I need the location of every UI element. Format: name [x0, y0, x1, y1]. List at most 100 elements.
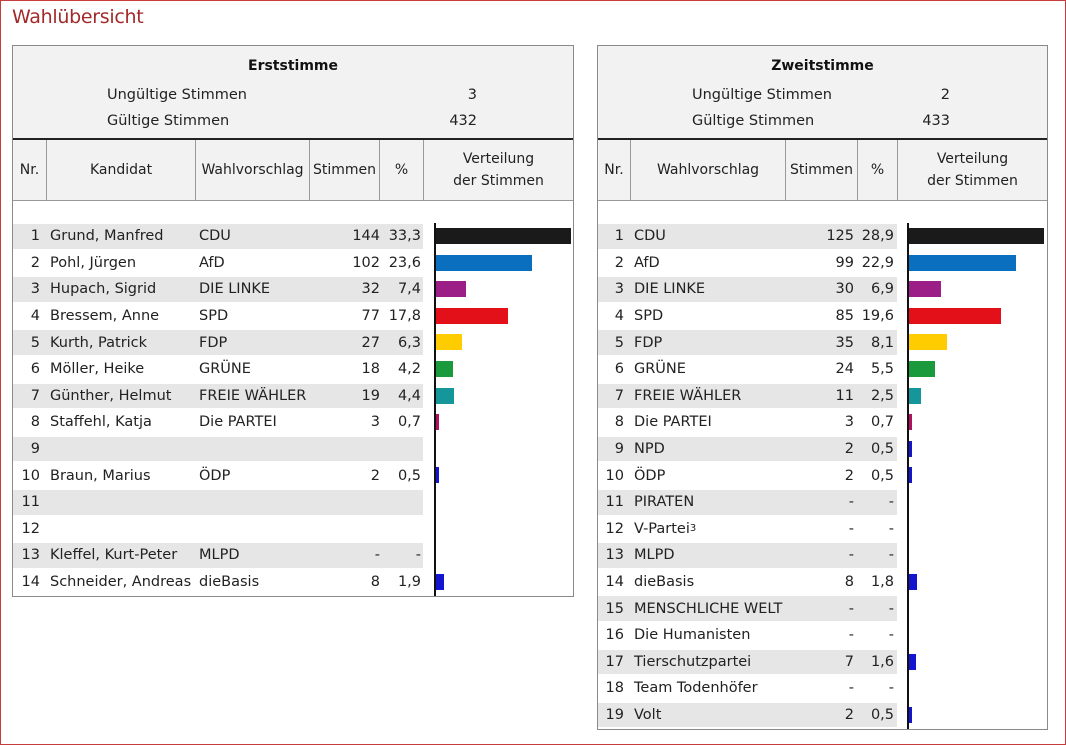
row-kandidat: Braun, Marius — [50, 462, 195, 489]
vote-share-bar — [436, 414, 439, 431]
row-prozent-text: 22,9 — [861, 254, 894, 271]
row-stimmen: 85 — [785, 303, 854, 330]
table-row: 12 V-Partei 3 - - — [598, 516, 1047, 543]
row-prozent: 23,6 — [379, 250, 421, 277]
row-partei-text: AfD — [634, 254, 660, 271]
erststimme-rows: 1 Grund, Manfred CDU 144 33,3 2 Pohl, Jürgen Af… — [13, 223, 573, 595]
row-prozent-text: 0,5 — [870, 706, 894, 723]
invalid-votes-label: Ungültige Stimmen — [692, 87, 832, 103]
row-kandidat: Möller, Heike — [50, 356, 195, 383]
invalid-votes-row: Ungültige Stimmen 2 — [598, 87, 1047, 109]
row-stripe — [598, 436, 897, 462]
row-prozent-text: 0,5 — [870, 467, 894, 484]
row-partei: dieBasis — [199, 569, 309, 596]
row-nr-text: 4 — [614, 308, 624, 325]
row-kandidat-text: Bressem, Anne — [50, 308, 160, 325]
row-prozent: 0,5 — [857, 462, 894, 489]
header-wahlvorschlag: Wahlvorschlag — [195, 140, 309, 200]
row-nr: 8 — [13, 409, 40, 436]
row-prozent: 0,5 — [857, 702, 894, 729]
row-nr-text: 2 — [30, 254, 40, 271]
row-stripe — [598, 596, 897, 621]
row-stimmen: - — [785, 595, 854, 622]
row-nr-text: 12 — [21, 520, 40, 537]
row-stripe — [598, 489, 897, 515]
valid-votes-value: 433 — [922, 113, 950, 129]
row-nr-text: 1 — [614, 228, 624, 245]
row-kandidat-text: Möller, Heike — [50, 361, 145, 378]
vote-share-bar — [909, 254, 1016, 271]
row-partei — [199, 516, 309, 543]
vote-share-bar — [436, 307, 509, 324]
row-prozent: 1,8 — [857, 569, 894, 596]
header-verteilung-line2: der Stimmen — [453, 173, 544, 189]
zweitstimme-summary: Zweitstimme Ungültige Stimmen 2 Gültige … — [598, 46, 1047, 139]
table-row: 14 dieBasis 8 1,8 — [598, 569, 1047, 596]
row-prozent-text: 1,6 — [870, 653, 894, 670]
row-stimmen: - — [785, 675, 854, 702]
row-stimmen-text: 11 — [835, 387, 854, 404]
row-kandidat-text: Kleffel, Kurt-Peter — [50, 547, 178, 564]
invalid-votes-label: Ungültige Stimmen — [107, 87, 247, 103]
table-row: 18 Team Todenhöfer - - — [598, 675, 1047, 702]
row-nr-text: 3 — [30, 281, 40, 298]
row-nr-text: 17 — [605, 653, 624, 670]
vote-share-bar — [436, 361, 454, 377]
row-nr: 13 — [598, 542, 624, 569]
row-nr: 9 — [598, 436, 624, 463]
row-prozent: - — [379, 542, 421, 569]
vote-share-bar — [909, 414, 913, 431]
row-partei-text: Die PARTEI — [634, 414, 712, 431]
row-nr-text: 7 — [30, 387, 40, 404]
table-row: 7 FREIE WÄHLER 11 2,5 — [598, 383, 1047, 410]
row-nr: 14 — [13, 569, 40, 596]
row-partei-text: ÖDP — [199, 467, 231, 484]
row-partei-text: GRÜNE — [634, 361, 686, 378]
row-partei: GRÜNE — [634, 356, 785, 383]
header-kandidat: Kandidat — [46, 140, 195, 200]
row-stimmen: 3 — [785, 409, 854, 436]
row-stimmen: 99 — [785, 250, 854, 277]
row-prozent-text: 4,4 — [397, 387, 421, 404]
row-prozent: - — [857, 675, 894, 702]
row-prozent: - — [857, 595, 894, 622]
row-kandidat-text: Braun, Marius — [50, 467, 151, 484]
vote-share-bar — [909, 228, 1044, 244]
row-partei-text: SPD — [634, 308, 664, 325]
row-partei: Die PARTEI — [199, 409, 309, 436]
row-nr: 17 — [598, 649, 624, 676]
table-row: 13 Kleffel, Kurt-Peter MLPD - - — [13, 542, 573, 569]
row-nr: 12 — [13, 516, 40, 543]
vote-share-bar — [436, 334, 462, 351]
row-stripe — [13, 330, 423, 355]
table-row: 3 DIE LINKE 30 6,9 — [598, 276, 1047, 303]
row-stripe — [13, 277, 423, 302]
table-row: 1 Grund, Manfred CDU 144 33,3 — [13, 223, 573, 250]
row-stripe — [598, 383, 897, 409]
row-nr-text: 13 — [21, 547, 40, 564]
row-stimmen: 32 — [309, 276, 380, 303]
row-partei: FREIE WÄHLER — [634, 383, 785, 410]
row-nr: 2 — [13, 250, 40, 277]
row-prozent: 33,3 — [379, 223, 421, 250]
row-nr-text: 15 — [605, 600, 624, 617]
row-prozent: 6,9 — [857, 276, 894, 303]
row-partei-text: FDP — [634, 334, 663, 351]
table-row: 5 FDP 35 8,1 — [598, 329, 1047, 356]
row-partei: Die Humanisten — [634, 622, 785, 649]
row-stimmen-text: 32 — [361, 281, 380, 298]
row-kandidat: Grund, Manfred — [50, 223, 195, 250]
row-prozent: 4,4 — [379, 383, 421, 410]
vote-share-bar — [909, 440, 912, 457]
row-stripe — [13, 543, 423, 568]
row-stimmen-text: 125 — [826, 228, 854, 245]
row-prozent: - — [857, 542, 894, 569]
row-stimmen-text: 35 — [835, 334, 854, 351]
row-stimmen: - — [309, 542, 380, 569]
row-partei: SPD — [634, 303, 785, 330]
row-stimmen: 30 — [785, 276, 854, 303]
row-prozent-text: 1,9 — [397, 574, 421, 591]
row-prozent-text: 33,3 — [388, 228, 421, 245]
row-nr: 14 — [598, 569, 624, 596]
row-partei-text: GRÜNE — [199, 361, 251, 378]
